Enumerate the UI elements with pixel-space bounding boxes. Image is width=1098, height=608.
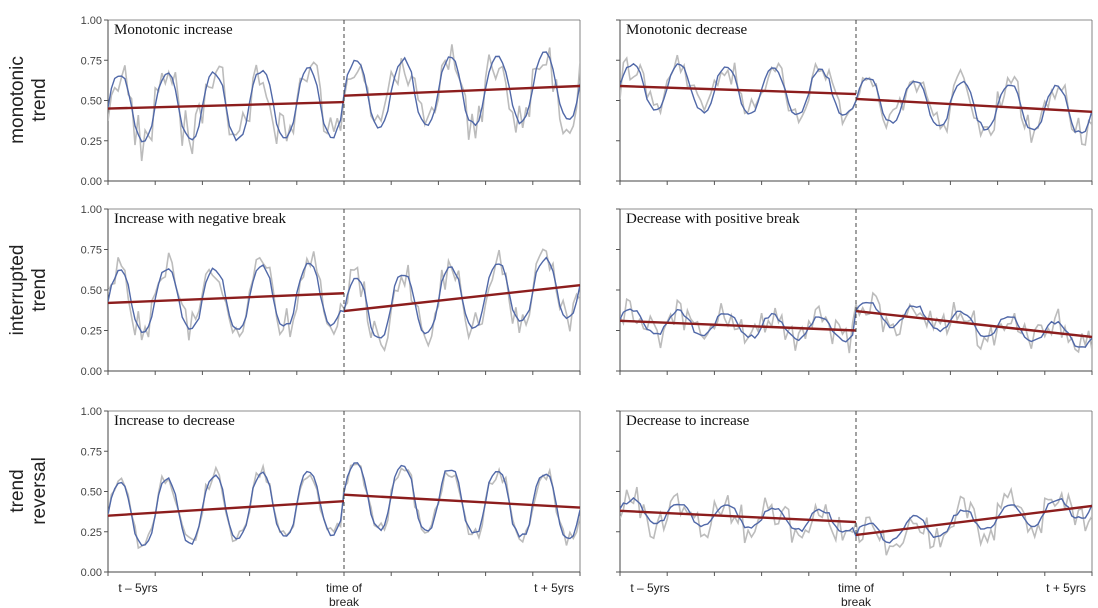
- x-label-end: t + 5yrs: [534, 581, 574, 595]
- series-observed: [620, 486, 1092, 556]
- row-label: interrupted trend: [7, 245, 50, 336]
- row-label: monotonic trend: [7, 56, 50, 144]
- x-label-break: time of: [326, 581, 363, 595]
- series-fitted: [108, 462, 580, 547]
- panel-title: Increase to decrease: [114, 413, 235, 429]
- panel-3: 0.00 0.25 0.50 0.75 1.00 Increase with negati…: [7, 204, 581, 378]
- series-fitted: [620, 497, 1092, 544]
- panels: 0.00 0.25 0.50 0.75 1.00 Monotonic increase mo…: [7, 15, 1093, 608]
- y-tick-label: 0.00: [81, 567, 102, 579]
- trend-segment-2: [343, 283, 581, 313]
- y-tick-label: 0.25: [81, 326, 102, 338]
- row-label-line: reversal: [29, 457, 50, 525]
- trend-segment-2: [855, 97, 1093, 113]
- row-label-line: trend: [29, 78, 50, 121]
- trend-segment-2: [343, 84, 581, 97]
- y-tick-label: 0.25: [81, 527, 102, 539]
- panel-title: Monotonic increase: [114, 22, 233, 38]
- panel-5: 0.00 0.25 0.50 0.75 1.00 Increase to decrease…: [7, 406, 581, 608]
- y-tick-label: 0.00: [81, 176, 102, 188]
- y-tick-label: 0.25: [81, 136, 102, 148]
- series-fitted: [108, 51, 580, 143]
- trend-segment-1: [619, 319, 857, 332]
- trend-segment-1: [107, 499, 345, 517]
- x-label-break: time of: [838, 581, 875, 595]
- series-observed: [108, 463, 580, 550]
- row-label-line: trend: [29, 268, 50, 311]
- panel-4: Decrease with positive break: [616, 208, 1093, 375]
- y-tick-label: 0.50: [81, 285, 102, 297]
- x-label-end: t + 5yrs: [1046, 581, 1086, 595]
- trend-segment-1: [107, 292, 345, 305]
- panel-title: Decrease to increase: [626, 413, 750, 429]
- y-tick-label: 1.00: [81, 406, 102, 418]
- y-tick-label: 1.00: [81, 15, 102, 27]
- panel-title: Monotonic decrease: [626, 22, 748, 38]
- y-tick-label: 0.75: [81, 446, 102, 458]
- panel-6: Decrease to increase t – 5yrs t + 5yrs time…: [616, 410, 1093, 608]
- trend-segment-2: [343, 493, 581, 509]
- y-tick-label: 0.00: [81, 366, 102, 378]
- row-label-line: trend: [7, 469, 28, 512]
- trend-segment-1: [619, 84, 857, 96]
- x-label-start: t – 5yrs: [118, 581, 157, 595]
- y-tick-label: 0.75: [81, 55, 102, 67]
- trend-segment-1: [619, 509, 857, 524]
- y-tick-label: 1.00: [81, 204, 102, 216]
- row-label: trend reversal: [7, 457, 50, 525]
- y-tick-label: 0.50: [81, 487, 102, 499]
- x-label-break-2: break: [841, 595, 872, 608]
- panel-title: Increase with negative break: [114, 211, 286, 227]
- y-tick-label: 0.75: [81, 245, 102, 257]
- row-label-line: interrupted: [7, 245, 28, 336]
- panel-2: Monotonic decrease: [616, 19, 1093, 185]
- y-tick-label: 0.50: [81, 96, 102, 108]
- x-label-break-2: break: [329, 595, 360, 608]
- panel-title: Decrease with positive break: [626, 211, 800, 227]
- x-label-start: t – 5yrs: [630, 581, 669, 595]
- panel-1: 0.00 0.25 0.50 0.75 1.00 Monotonic increase mo…: [7, 15, 581, 188]
- trend-segment-2: [855, 309, 1093, 339]
- trend-segment-2: [855, 504, 1093, 537]
- trend-segment-1: [107, 100, 345, 110]
- series-fitted: [108, 256, 580, 339]
- row-label-line: monotonic: [7, 56, 28, 144]
